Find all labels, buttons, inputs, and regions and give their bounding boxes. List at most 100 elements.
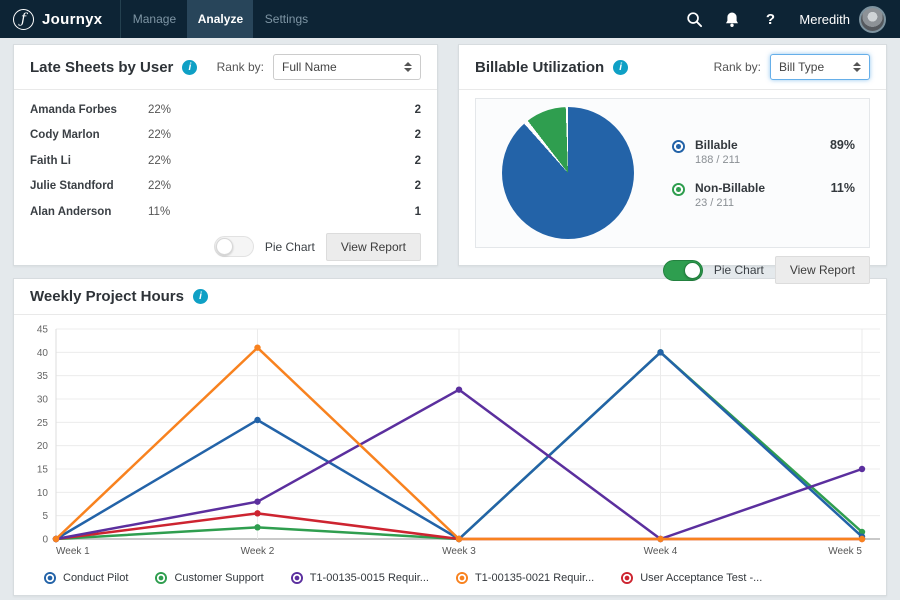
help-icon[interactable]: ? [761,10,779,28]
svg-text:Week 5: Week 5 [828,546,862,557]
user-name-label: Faith Li [30,154,71,167]
nav-tab-analyze[interactable]: Analyze [187,0,254,38]
legend-marker-icon [672,182,685,196]
user-name: Meredith [799,11,850,27]
late-sheets-row: Faith Li 22% 2 [30,148,421,174]
late-sheets-row: Cody Marlon 22% 2 [30,123,421,149]
bar-track [190,180,395,193]
chart-legend-item: T1-00135-0021 Requir... [455,572,595,584]
bar-track [190,129,395,142]
late-sheets-row: Amanda Forbes 22% 2 [30,97,421,123]
nav-tab-manage[interactable]: Manage [132,12,177,26]
bar-track [190,205,395,218]
dashboard-content: Late Sheets by User i Rank by: Full Name… [0,38,900,596]
late-sheets-title: Late Sheets by User [30,58,174,76]
journyx-logo-icon: ƒ [13,8,34,30]
user-name-label: Julie Standford [30,180,114,193]
percent-label: 22% [148,154,172,167]
rank-by-value: Full Name [282,60,337,74]
svg-text:0: 0 [42,535,48,546]
weekly-line-chart: 0 5 10 15 20 25 30 35 40 45 Week 1 Week 2 Week 3 Week… [14,315,886,570]
svg-text:45: 45 [37,325,49,336]
user-name-label: Amanda Forbes [30,103,117,116]
pie-chart-toggle[interactable] [662,259,703,281]
rank-by-label: Rank by: [216,60,264,74]
billable-chart-area: Billable 188 / 211 89% Non-Billable 23 /… [475,98,870,248]
legend-label: Billable [695,137,738,152]
billable-panel: Billable Utilization i Rank by: Bill Typ… [458,44,887,284]
chart-legend-item: T1-00135-0015 Requir... [290,572,429,584]
count-label: 2 [414,129,421,142]
nav-tab-settings[interactable]: Settings [264,12,309,26]
nav-right: ? Meredith [685,0,900,38]
count-label: 2 [414,103,421,116]
top-nav: ƒ Journyx Manage Analyze Settings ? Meredi… [0,0,900,38]
view-report-button[interactable]: View Report [774,256,870,284]
legend-marker-icon [672,139,685,153]
pie-chart-toggle-label: Pie Chart [713,263,764,277]
billable-pie-chart [502,107,634,239]
legend-label: Non-Billable [695,180,766,195]
svg-text:35: 35 [37,371,49,382]
chevron-updown-icon [853,62,861,72]
count-label: 2 [414,180,421,193]
legend-percent: 89% [829,137,855,152]
count-label: 1 [414,205,421,218]
svg-text:20: 20 [37,441,49,452]
weekly-hours-title: Weekly Project Hours [30,288,184,305]
help-glyph: ? [765,10,775,28]
svg-text:15: 15 [37,465,49,476]
legend-marker-icon [155,572,168,584]
rank-by-select[interactable]: Full Name [273,54,421,80]
weekly-chart-legend: Conduct Pilot Customer Support T1-00135-… [14,570,886,584]
user-name-label: Cody Marlon [30,129,100,142]
billable-pie-legend: Billable 188 / 211 89% Non-Billable 23 /… [672,138,869,209]
rank-by-select[interactable]: Bill Type [770,54,870,80]
legend-marker-icon [44,572,56,584]
late-sheets-bar-chart: Amanda Forbes 22% 2 Cody Marlon 22% 2 Fa… [14,90,437,225]
toggle-knob [215,238,233,255]
bar-track [190,154,395,167]
svg-text:5: 5 [42,511,48,522]
weekly-hours-panel: Weekly Project Hours i 0 5 10 15 20 25 30 35 40 4… [13,278,887,596]
chart-legend-item: Customer Support [155,572,264,584]
legend-label: T1-00135-0021 Requir... [474,572,595,584]
legend-label: User Acceptance Test -... [640,572,763,584]
legend-marker-icon [455,572,468,584]
legend-detail: 188 / 211 [695,153,741,166]
rank-by-value: Bill Type [779,60,825,74]
toggle-knob [683,261,701,279]
percent-label: 22% [148,129,172,142]
svg-text:40: 40 [37,348,49,359]
billable-title: Billable Utilization [475,58,605,76]
user-menu[interactable]: Meredith [799,5,886,33]
user-name-label: Alan Anderson [30,205,112,218]
percent-label: 11% [148,205,171,218]
user-avatar [859,5,886,33]
view-report-button[interactable]: View Report [325,232,421,261]
pie-chart-toggle[interactable] [213,236,254,257]
svg-text:30: 30 [37,395,49,406]
percent-label: 22% [148,180,172,193]
info-icon[interactable]: i [192,289,208,304]
svg-text:25: 25 [37,418,49,429]
legend-percent: 11% [830,180,855,195]
svg-text:Week 2: Week 2 [241,546,275,557]
legend-label: Customer Support [174,572,264,584]
legend-detail: 23 / 211 [695,196,734,209]
chart-legend-item: Conduct Pilot [44,572,128,584]
brand[interactable]: ƒ Journyx [0,0,120,38]
info-icon[interactable]: i [613,59,629,75]
legend-marker-icon [290,572,303,584]
svg-text:Week 3: Week 3 [442,546,476,557]
notifications-bell-icon[interactable] [723,10,741,28]
info-icon[interactable]: i [182,59,198,75]
svg-text:Week 1: Week 1 [56,546,90,557]
percent-label: 22% [148,103,172,116]
search-icon[interactable] [685,10,703,28]
late-sheets-row: Julie Standford 22% 2 [30,174,421,200]
chevron-updown-icon [404,62,412,72]
nav-tabs: Manage Analyze Settings [120,0,319,38]
brand-name: Journyx [42,10,103,28]
bar-track [190,103,395,116]
